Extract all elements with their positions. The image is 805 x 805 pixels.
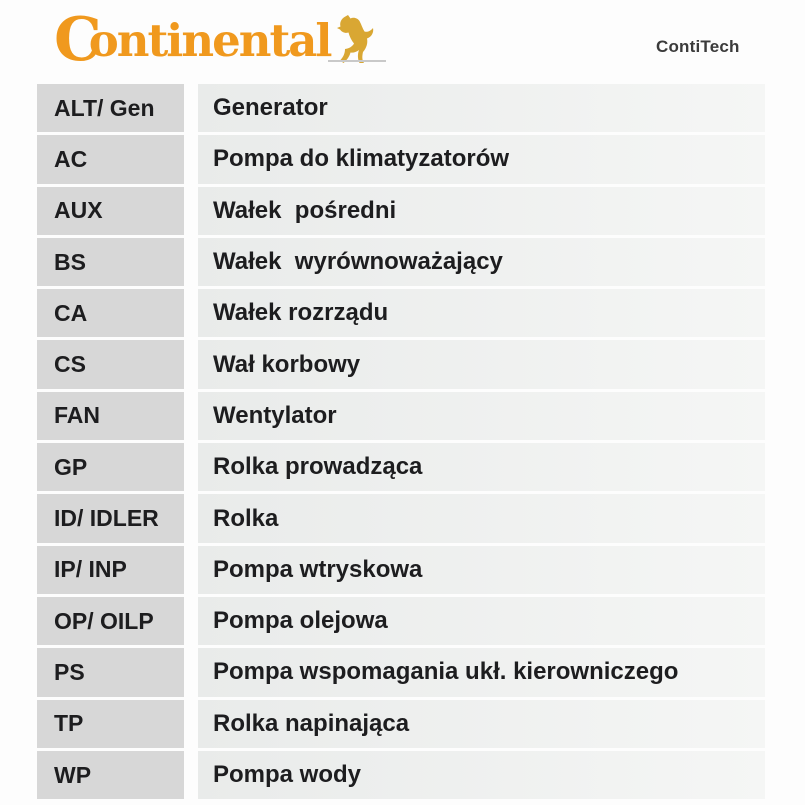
column-gap	[184, 238, 198, 286]
column-gap	[184, 340, 198, 388]
description-cell: Wałek pośredni	[198, 186, 765, 235]
description-cell: Pompa do klimatyzatorów	[198, 135, 765, 184]
abbreviation-cell: PS	[37, 648, 184, 697]
description-cell: Wał korbowy	[198, 340, 765, 389]
abbreviation-table: ALT/ Gen Generator AC Pompa do klimatyzator…	[37, 84, 765, 802]
column-gap	[184, 494, 198, 542]
description-cell: Pompa wtryskowa	[198, 545, 765, 594]
continental-logo-c: C	[54, 5, 102, 75]
column-gap	[184, 84, 198, 132]
description-cell: Pompa wspomagania ukł. kierowniczego	[198, 648, 765, 697]
horse-logo-wrap	[328, 14, 387, 68]
column-gap	[184, 443, 198, 491]
contitech-logo: ContiTech	[656, 37, 740, 56]
table-row: CS Wał korbowy	[37, 340, 765, 389]
table-row: ALT/ Gen Generator	[37, 84, 765, 133]
abbreviation-cell: ID/ IDLER	[37, 494, 184, 543]
description-cell: Pompa wody	[198, 750, 765, 800]
abbreviation-cell: CA	[37, 289, 184, 338]
column-gap	[184, 700, 198, 748]
abbreviation-cell: AUX	[37, 186, 184, 235]
abbreviation-cell: IP/ INP	[37, 545, 184, 594]
abbreviation-cell: TP	[37, 699, 184, 748]
abbreviation-cell: FAN	[37, 391, 184, 441]
table-row: GP Rolka prowadząca	[37, 443, 765, 492]
table-row: OP/ OILP Pompa olejowa	[37, 596, 765, 646]
table-row: AC Pompa do klimatyzatorów	[37, 135, 765, 184]
description-cell: Pompa olejowa	[198, 596, 765, 646]
description-cell: Rolka prowadząca	[198, 443, 765, 492]
table-row: AUX Wałek pośredni	[37, 186, 765, 235]
table-row: ID/ IDLER Rolka	[37, 494, 765, 543]
table-row: TP Rolka napinająca	[37, 699, 765, 748]
column-gap	[184, 546, 198, 594]
abbreviation-cell: BS	[37, 237, 184, 287]
abbreviation-cell: OP/ OILP	[37, 596, 184, 646]
description-cell: Generator	[198, 84, 765, 133]
continental-logo-text: ontinental	[88, 14, 333, 67]
description-cell: Rolka napinająca	[198, 699, 765, 748]
table-row: BS Wałek wyrównoważający	[37, 237, 765, 287]
description-cell: Rolka	[198, 494, 765, 543]
abbreviation-cell: CS	[37, 340, 184, 389]
table-row: IP/ INP Pompa wtryskowa	[37, 545, 765, 594]
column-gap	[184, 597, 198, 645]
column-gap	[184, 392, 198, 440]
rearing-horse-icon	[337, 15, 374, 63]
table-row: WP Pompa wody	[37, 750, 765, 800]
column-gap	[184, 289, 198, 337]
description-cell: Wałek rozrządu	[198, 289, 765, 338]
abbreviation-cell: GP	[37, 443, 184, 492]
column-gap	[184, 187, 198, 235]
abbreviation-cell: AC	[37, 135, 184, 184]
description-cell: Wałek wyrównoważający	[198, 237, 765, 287]
abbreviation-cell: ALT/ Gen	[37, 84, 184, 133]
table-row: FAN Wentylator	[37, 391, 765, 441]
description-cell: Wentylator	[198, 391, 765, 441]
table-row: PS Pompa wspomagania ukł. kierowniczego	[37, 648, 765, 697]
column-gap	[184, 751, 198, 799]
horse-ground-line	[328, 60, 387, 62]
column-gap	[184, 648, 198, 696]
column-gap	[184, 135, 198, 183]
abbreviation-cell: WP	[37, 750, 184, 800]
table-row: CA Wałek rozrządu	[37, 289, 765, 338]
